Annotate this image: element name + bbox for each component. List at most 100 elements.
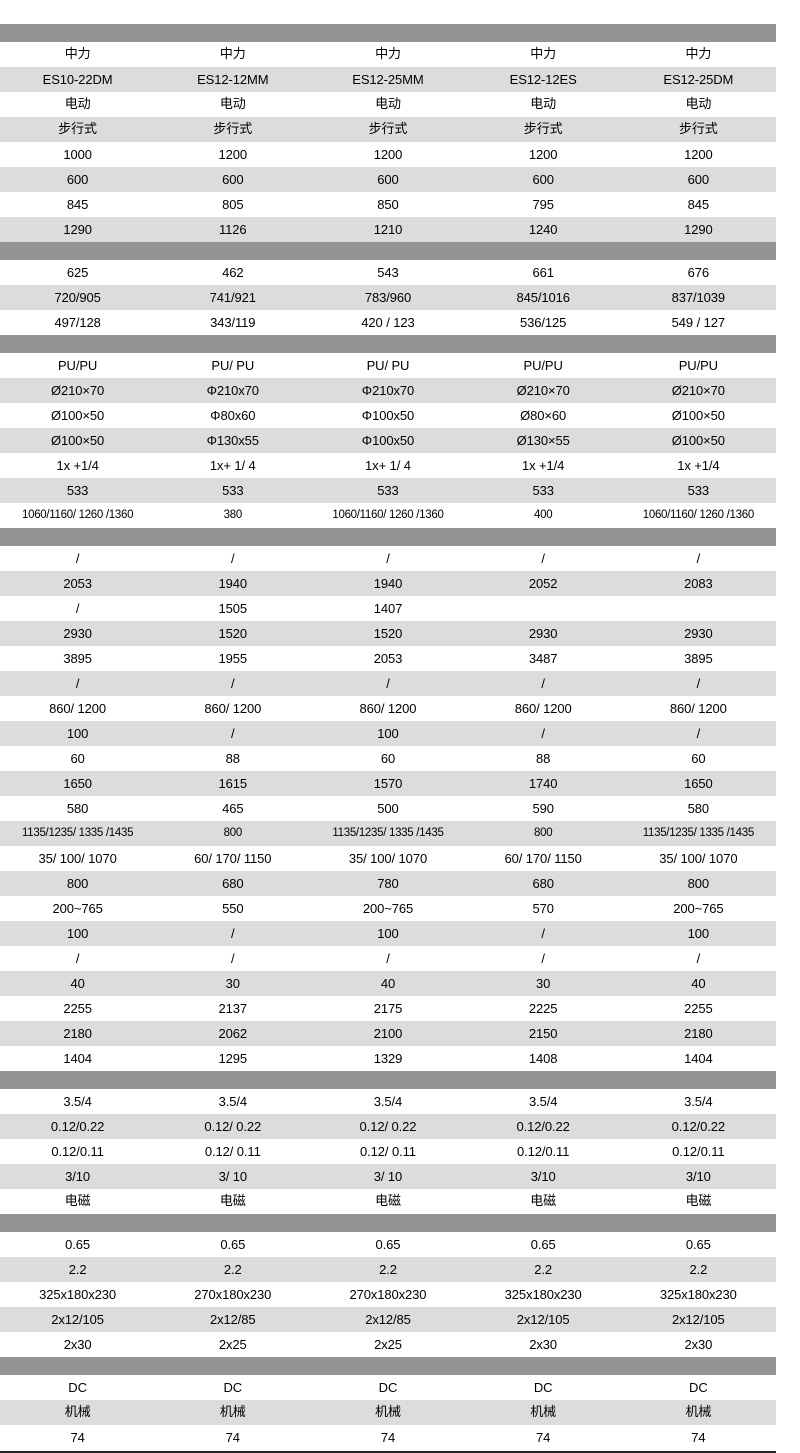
table-cell: 805 <box>222 197 244 212</box>
table-cell: 2083 <box>684 576 713 591</box>
table-cell: / <box>386 951 390 966</box>
table-cell: / <box>696 951 701 966</box>
table-cell: 3.5/4 <box>373 1094 403 1109</box>
table-cell: 2150 <box>528 1026 558 1041</box>
table-cell: 1200 <box>528 147 558 162</box>
table-cell: 3.5/4 <box>684 1094 713 1109</box>
table-cell: 860/ 1200 <box>204 701 262 716</box>
table-cell: / <box>75 601 80 616</box>
table-row: 2255 2137 2175 2225 2255 <box>0 996 776 1021</box>
table-cell: 2930 <box>63 626 92 641</box>
table-row: 2053 1940 1940 2052 2083 <box>0 571 776 596</box>
table-cell: / <box>231 676 235 691</box>
table-cell: PU/ PU <box>211 358 255 373</box>
table-cell: 100 <box>377 726 399 741</box>
table-cell: 1240 <box>528 222 558 237</box>
table-cell: / <box>231 726 235 741</box>
table-cell: 2062 <box>218 1026 248 1041</box>
section-band-section-drive-battery <box>0 1214 776 1232</box>
table-row: 40 30 40 30 40 <box>0 971 776 996</box>
table-cell: 420 / 123 <box>361 315 415 330</box>
table-cell: 步行式 <box>523 122 563 137</box>
table-cell: 电磁 <box>530 1194 557 1209</box>
table-cell: 机械 <box>685 1405 712 1420</box>
table-cell: 783/960 <box>364 290 412 305</box>
table-row: 1650 1615 1570 1740 1650 <box>0 771 776 796</box>
table-cell: 30 <box>536 976 551 991</box>
table-cell: DC <box>223 1380 243 1395</box>
table-cell: 2x30 <box>684 1337 713 1352</box>
table-cell: 1404 <box>684 1051 713 1066</box>
table-cell: 1126 <box>219 222 247 237</box>
table-cell: PU/PU <box>678 358 718 373</box>
table-cell: Ø80×60 <box>520 408 567 423</box>
table-cell: 536/125 <box>520 315 567 330</box>
table-cell: 800 <box>223 826 243 839</box>
table-cell: 1650 <box>684 776 713 791</box>
table-cell: Φ210x70 <box>206 383 259 398</box>
table-row: 2930 1520 1520 2930 2930 <box>0 621 776 646</box>
table-cell: 533 <box>377 483 399 498</box>
table-cell: DC <box>533 1380 553 1395</box>
table-cell: / <box>75 551 80 566</box>
table-cell: 860/ 1200 <box>359 701 417 716</box>
table-row: / / / / / <box>0 546 776 571</box>
table-cell: 电动 <box>685 97 712 112</box>
table-cell: 40 <box>70 976 85 991</box>
table-row: 100 / 100 / / <box>0 721 776 746</box>
table-cell: 0.12/ 0.22 <box>204 1119 262 1134</box>
table-cell: 电磁 <box>685 1194 712 1209</box>
table-cell: 0.12/0.22 <box>50 1119 105 1134</box>
table-cell: / <box>75 951 80 966</box>
table-cell: 100 <box>66 726 89 741</box>
table-row: 2x12/105 2x12/85 2x12/85 2x12/105 2x12/105 <box>0 1307 776 1332</box>
table-cell: 30 <box>225 976 240 991</box>
table-cell: 325x180x230 <box>504 1287 582 1302</box>
table-cell: 35/ 100/ 1070 <box>38 851 117 866</box>
table-cell: 3895 <box>63 651 92 666</box>
table-cell: 2100 <box>373 1026 403 1041</box>
table-row: 2180 2062 2100 2150 2180 <box>0 1021 776 1046</box>
table-cell: 2255 <box>684 1001 713 1016</box>
table-cell: 电磁 <box>375 1194 401 1209</box>
table-cell: 中力 <box>375 47 401 62</box>
table-cell: 电动 <box>375 97 401 112</box>
table-cell: / <box>231 551 235 566</box>
table-cell: 2225 <box>528 1001 558 1016</box>
table-row: ES10-22DM ES12-12MM ES12-25MM ES12-12ES ES12… <box>0 67 776 92</box>
table-cell: 1200 <box>373 147 403 162</box>
table-cell: 325x180x230 <box>39 1287 117 1302</box>
table-row: 625 462 543 661 676 <box>0 260 776 285</box>
table-cell: 465 <box>222 801 244 816</box>
table-cell: Φ80x60 <box>210 408 256 423</box>
table-cell: 850 <box>377 197 399 212</box>
table-cell: 2x12/105 <box>516 1312 570 1327</box>
table-cell: 3.5/4 <box>528 1094 558 1109</box>
table-cell: 400 <box>534 508 553 521</box>
table-cell: 中力 <box>219 47 246 62</box>
table-cell: 74 <box>691 1430 706 1445</box>
section-band-section-performance <box>0 1071 776 1089</box>
table-cell: 0.65 <box>530 1237 556 1252</box>
table-cell: 533 <box>222 483 244 498</box>
table-cell: 1290 <box>63 222 92 237</box>
table-cell: Ø130×55 <box>516 433 570 448</box>
table-cell: 0.12/0.22 <box>516 1119 570 1134</box>
table-row: 74 74 74 74 74 <box>0 1425 776 1450</box>
table-row: 步行式 步行式 步行式 步行式 步行式 <box>0 117 776 142</box>
table-cell: 1329 <box>373 1051 403 1066</box>
table-cell: 1940 <box>373 576 403 591</box>
table-cell: 步行式 <box>678 122 718 137</box>
table-cell: 1x +1/4 <box>56 458 99 473</box>
table-row: DC DC DC DC DC <box>0 1375 776 1400</box>
table-cell: 2053 <box>373 651 403 666</box>
table-row: 60 88 60 88 60 <box>0 746 776 771</box>
table-cell: 3/10 <box>530 1169 556 1184</box>
section-band-section-wheels-tires <box>0 335 776 353</box>
table-cell: 60 <box>380 751 396 766</box>
table-row: / / / / / <box>0 671 776 696</box>
table-row: Ø210×70 Φ210x70 Φ210x70 Ø210×70 Ø210×70 <box>0 378 776 403</box>
table-cell: 0.12/0.22 <box>671 1119 725 1134</box>
table-cell: 720/905 <box>54 290 101 305</box>
table-cell: / <box>541 676 545 691</box>
